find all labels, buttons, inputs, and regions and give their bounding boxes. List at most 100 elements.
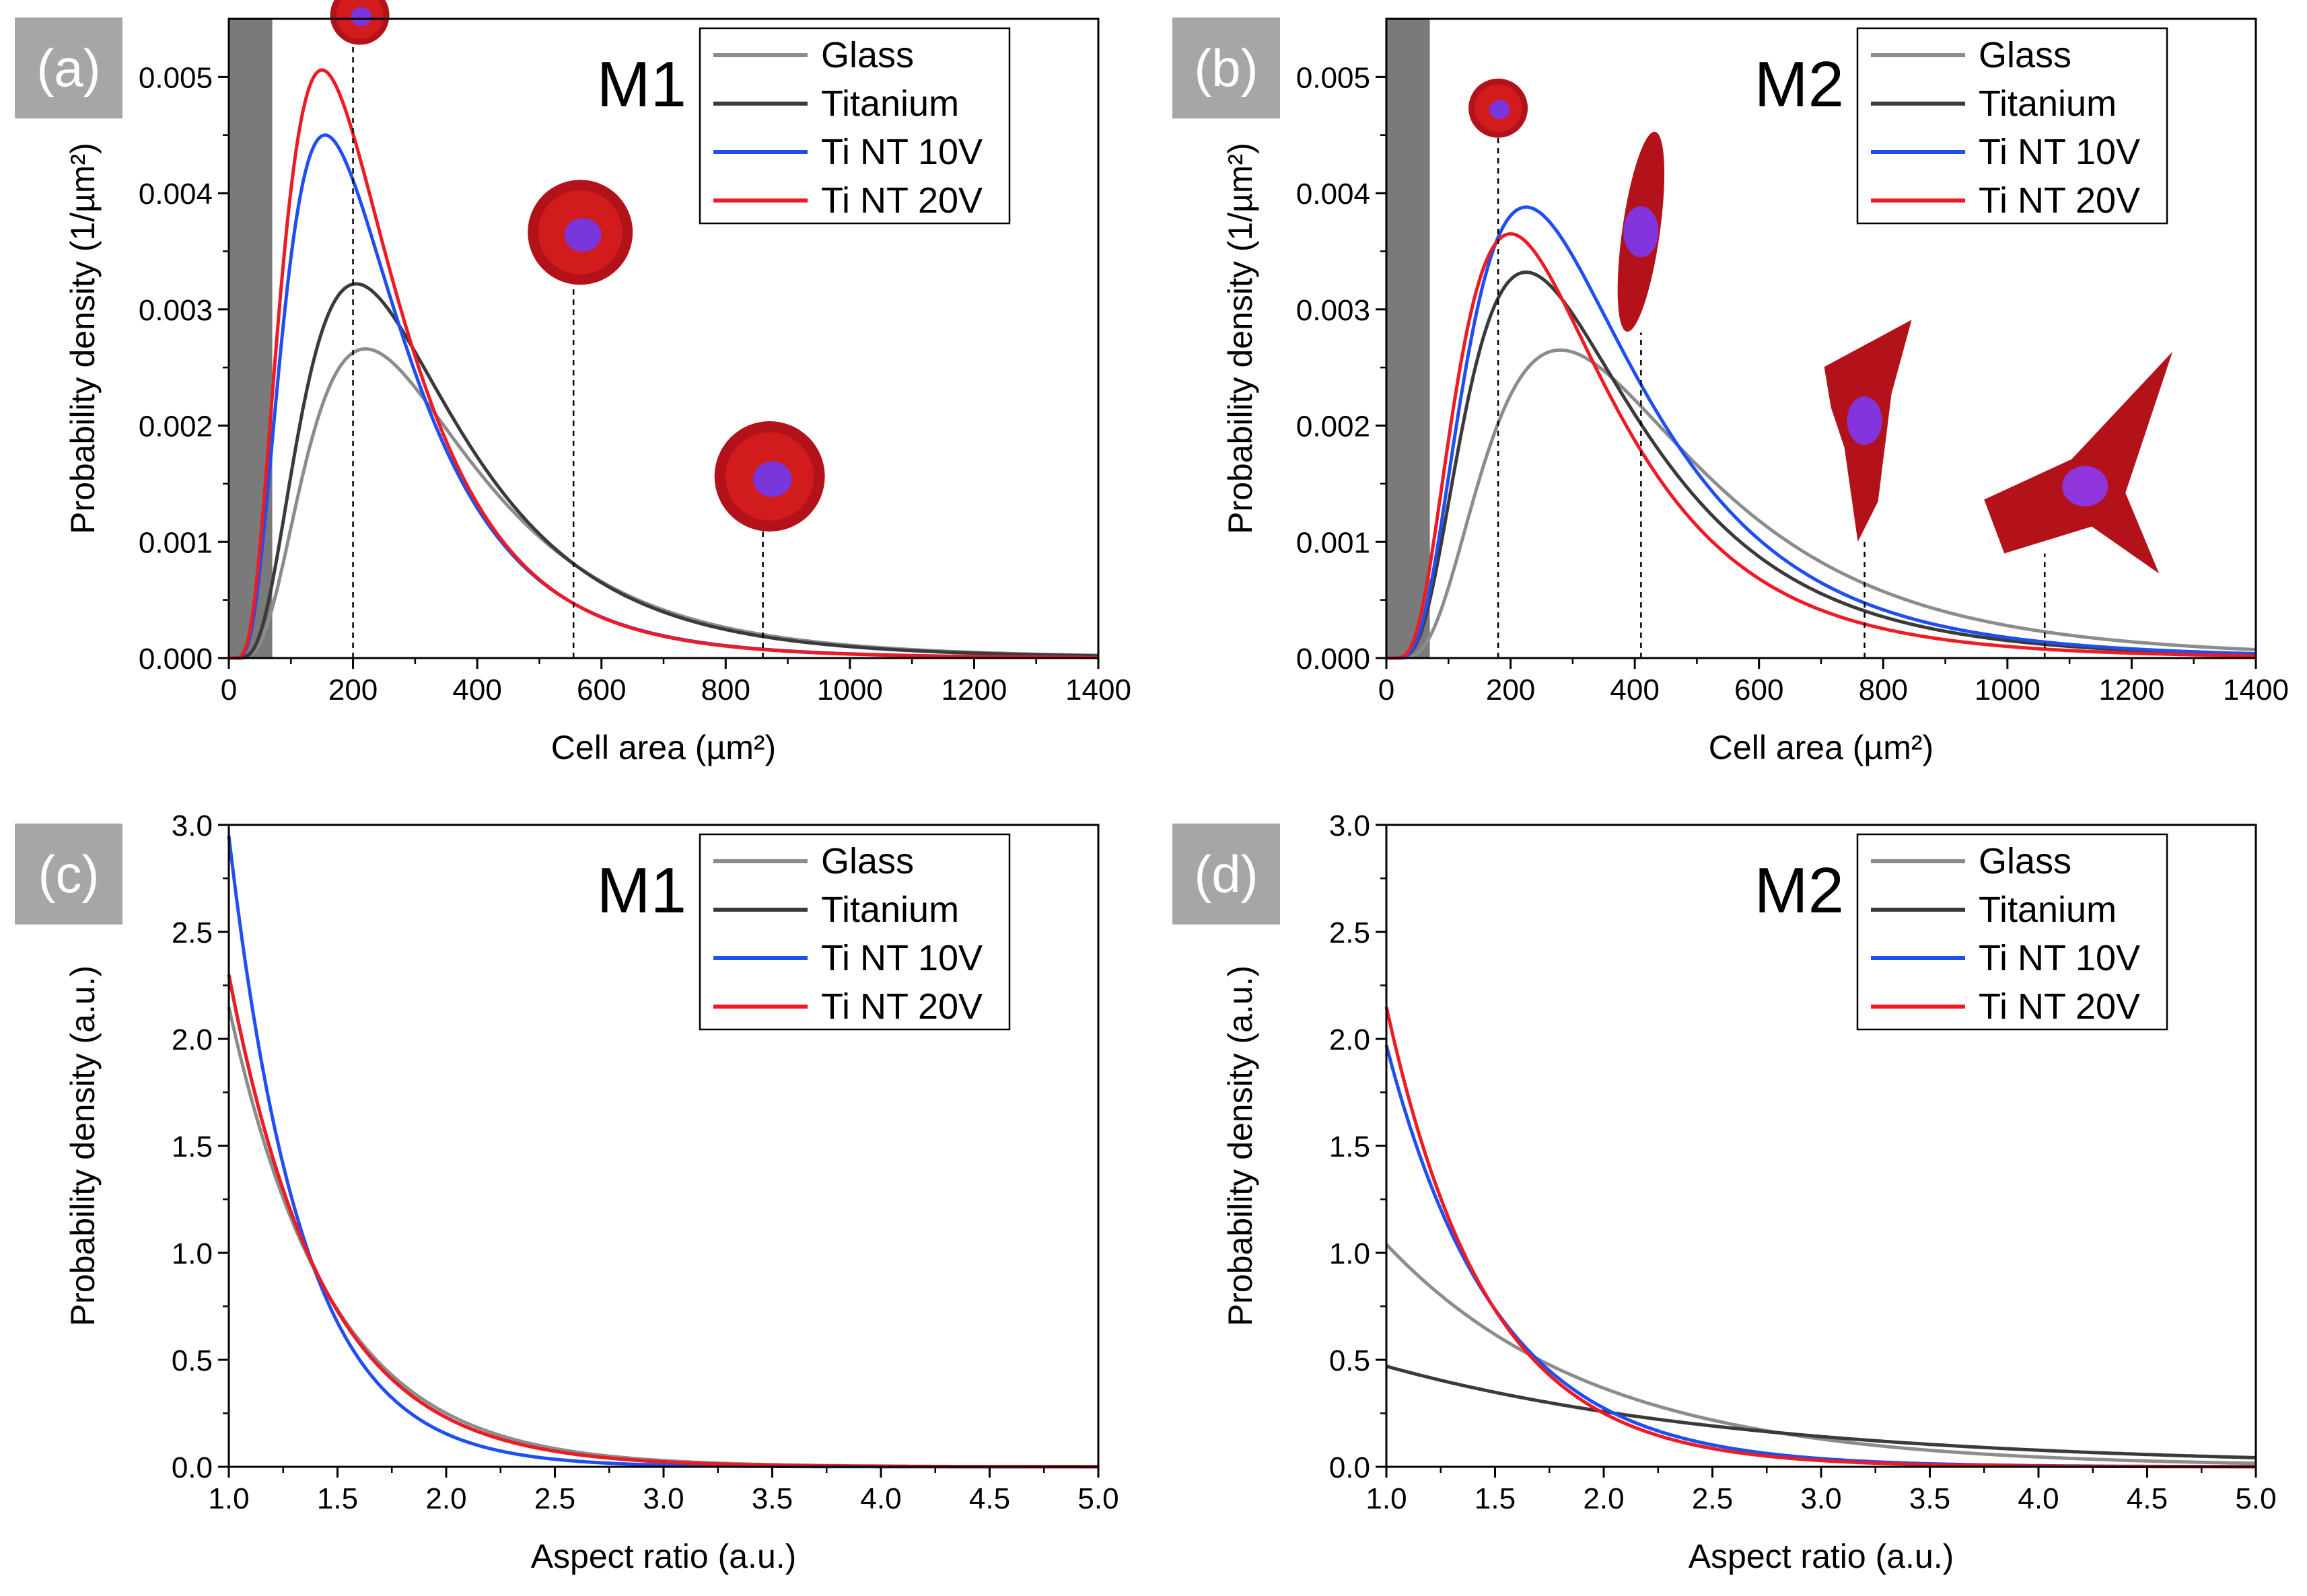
panel-label-box: [1172, 824, 1280, 924]
legend-box: [699, 27, 1011, 225]
cell-nucleus: [1847, 396, 1882, 445]
panel-label-box: [15, 17, 122, 118]
cell-image-small-cell-icon: [1468, 78, 1528, 138]
panel-c: 1.0 1.5 2.0 2.5 3.0 3.5 4.0 4.5 5.0 0.0 0.5 1.0 1.5 2…: [15, 809, 1119, 1575]
x-tick-label: 1000: [1975, 674, 2040, 706]
x-tick-label: 400: [1610, 674, 1659, 706]
y-tick-label: 0.005: [139, 61, 213, 94]
y-tick-label: 0.5: [1329, 1344, 1370, 1377]
y-tick-label: 0.004: [1296, 178, 1370, 211]
x-tick-label: 3.0: [643, 1482, 684, 1515]
legend-entry: Ti NT 10V: [821, 938, 983, 978]
x-tick-label: 1.0: [208, 1482, 249, 1515]
legend-entry: Ti NT 10V: [821, 132, 983, 172]
cell-image-spread-cell-icon: [1984, 351, 2173, 574]
x-tick-label: 1.5: [317, 1482, 358, 1515]
cell-image-large-round-cell-icon: [714, 421, 825, 532]
x-tick-label: 5.0: [1077, 1482, 1119, 1515]
x-tick-label: 400: [452, 674, 501, 706]
series-line-ti-nt-20v: [229, 68, 1098, 660]
legend-entry: Titanium: [821, 890, 959, 930]
legend-entry: Ti NT 20V: [821, 180, 983, 221]
x-tick-label: 0: [221, 674, 237, 706]
panel-label: (c): [38, 844, 100, 904]
y-tick-label: 0.005: [1296, 61, 1370, 94]
y-tick-label: 2.0: [1329, 1023, 1370, 1056]
y-tick-label: 0.0: [1329, 1451, 1370, 1484]
x-axis-label: Aspect ratio (a.u.): [531, 1537, 797, 1575]
x-tick-label: 2.5: [1692, 1482, 1733, 1515]
y-tick-label: 2.0: [172, 1023, 213, 1056]
y-tick-label: 0.0: [172, 1451, 213, 1484]
legend-box: [1856, 27, 2168, 225]
x-tick-label: 2.5: [534, 1482, 575, 1515]
legend-box: [1856, 833, 2168, 1031]
shaded-region: [1386, 19, 1430, 658]
y-tick-label: 0.003: [139, 294, 213, 327]
panel-label: (a): [36, 38, 100, 98]
y-tick-label: 1.5: [1329, 1130, 1370, 1163]
legend-box: [699, 833, 1011, 1031]
cell-nucleus: [1623, 206, 1659, 258]
x-tick-label: 2.0: [1583, 1482, 1624, 1515]
x-tick-label: 4.0: [2018, 1482, 2059, 1515]
series-line-titanium: [1386, 1365, 2256, 1459]
y-tick-label: 2.5: [172, 916, 213, 949]
legend-entry: Ti NT 20V: [821, 986, 983, 1027]
series-line-titanium: [229, 282, 1098, 660]
x-tick-label: 800: [1859, 674, 1908, 706]
x-tick-label: 2.0: [425, 1482, 466, 1515]
y-tick-label: 0.001: [1296, 526, 1370, 559]
series-line-glass: [1386, 348, 2257, 660]
y-tick-label: 3.0: [1329, 809, 1370, 842]
panel-b: 0 200 400 600 800 1000 1200 1400 0.000 0.001 0.002…: [1172, 17, 2289, 766]
legend-entry: Titanium: [1979, 890, 2117, 930]
cell-image-spiky-round-cell-icon: [528, 180, 633, 285]
y-tick-label: 0.000: [1296, 643, 1370, 676]
x-tick-label: 0: [1378, 674, 1394, 706]
y-tick-label: 1.5: [172, 1130, 213, 1163]
panel-title: M2: [1754, 855, 1844, 927]
panel-title: M1: [597, 855, 686, 927]
cell-nucleus: [1489, 100, 1510, 120]
legend-entry: Glass: [1979, 35, 2071, 75]
x-tick-label: 200: [1486, 674, 1535, 706]
cell-body: [1984, 351, 2173, 574]
panel-label: (b): [1194, 38, 1258, 98]
x-tick-label: 4.5: [2127, 1482, 2168, 1515]
x-tick-label: 200: [328, 674, 378, 706]
cell-nucleus: [2062, 466, 2108, 507]
cell-nucleus: [351, 7, 372, 26]
x-tick-label: 1200: [941, 674, 1007, 706]
x-tick-label: 5.0: [2235, 1482, 2276, 1515]
panel-title: M1: [597, 48, 686, 120]
x-axis-label: Cell area (µm²): [1709, 729, 1933, 766]
x-tick-label: 4.0: [860, 1482, 901, 1515]
legend-entry: Glass: [821, 841, 914, 881]
legend-entry: Ti NT 10V: [1979, 132, 2140, 172]
y-axis-label: Probability density (1/µm²): [1221, 143, 1259, 534]
legend-entry: Glass: [821, 35, 914, 75]
cell-image-branched-cell-icon: [1824, 320, 1912, 542]
x-tick-label: 1.0: [1365, 1482, 1407, 1515]
panel-a: 0 200 400 600 800 1000 1200 1400 0.000 0.001 0.002…: [15, 0, 1131, 766]
y-tick-label: 0.004: [139, 178, 213, 211]
legend-entry: Ti NT 10V: [1979, 938, 2140, 978]
y-axis-label: Probability density (1/µm²): [64, 143, 102, 534]
x-axis-label: Aspect ratio (a.u.): [1689, 1537, 1954, 1575]
shaded-region: [229, 19, 273, 658]
legend-entry: Glass: [1979, 841, 2071, 881]
y-tick-label: 3.0: [172, 809, 213, 842]
panel-label-box: [15, 824, 122, 924]
y-tick-label: 0.002: [139, 410, 213, 443]
cell-image-round-cell-icon: [330, 0, 390, 45]
series-line-ti-nt-20v: [1386, 232, 2256, 660]
y-tick-label: 0.5: [172, 1344, 213, 1377]
y-axis-label: Probability density (a.u.): [1221, 966, 1259, 1326]
x-axis-label: Cell area (µm²): [551, 729, 776, 766]
series-line-ti-nt-10v: [1386, 205, 2256, 660]
x-tick-label: 800: [701, 674, 750, 706]
cell-nucleus: [564, 218, 602, 252]
x-tick-label: 1.5: [1475, 1482, 1516, 1515]
cell-nucleus: [753, 461, 792, 497]
